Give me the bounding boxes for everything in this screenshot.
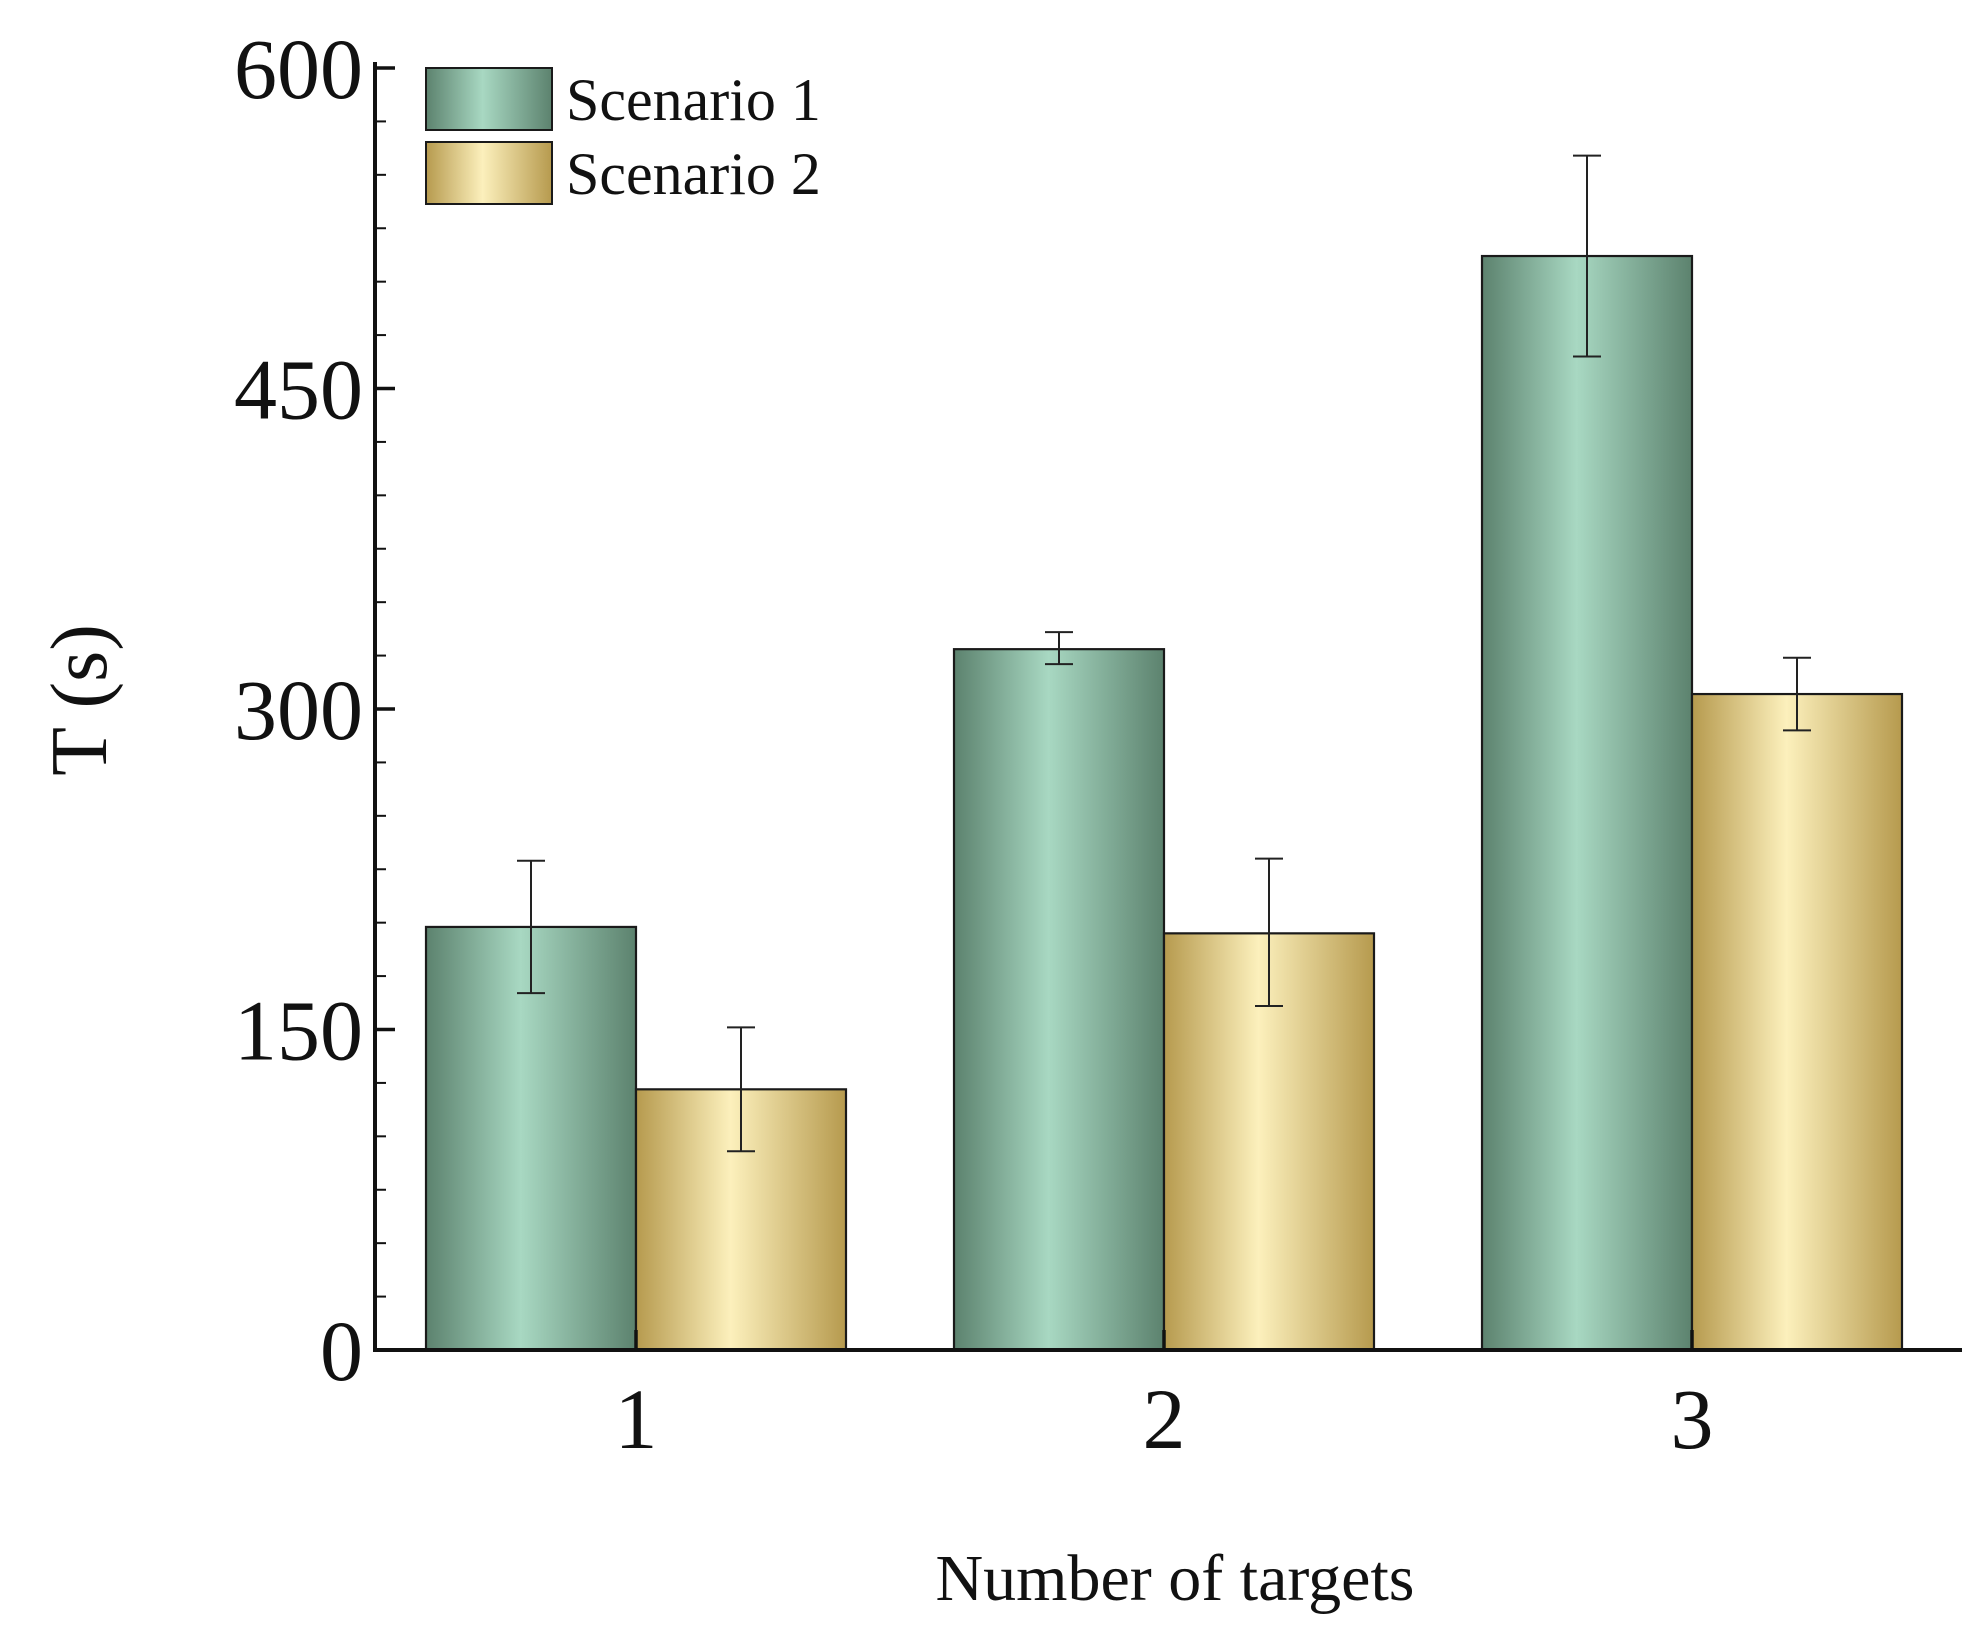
- error-bar-series2-cat1: [727, 1026, 755, 1153]
- error-bar-series1-cat2: [1045, 631, 1073, 666]
- y-tick-labels: 0 150 300 450 600: [234, 21, 363, 1399]
- axes: [373, 62, 1962, 1352]
- legend-swatch: [425, 67, 553, 131]
- legend-label: Scenario 1: [566, 67, 821, 133]
- legend-swatch: [425, 141, 553, 205]
- x-axis-title: Number of targets: [936, 1542, 1415, 1615]
- bar-series1-cat2: [952, 648, 1166, 1352]
- bar-series2-cat3: [1690, 692, 1904, 1352]
- bar-series1-cat3: [1480, 254, 1694, 1352]
- y-tick-label: 300: [234, 662, 363, 758]
- error-bar-series2-cat2: [1255, 857, 1283, 1007]
- error-bars-layer: [517, 154, 1811, 1153]
- x-tick-label: 2: [1143, 1371, 1186, 1467]
- y-tick-label: 150: [234, 983, 363, 1079]
- error-bar-series2-cat3: [1783, 656, 1811, 732]
- x-tick-label: 1: [615, 1371, 658, 1467]
- bars-layer: [424, 254, 1904, 1352]
- y-tick-label: 0: [320, 1303, 363, 1399]
- y-axis-title: T (s): [36, 624, 124, 776]
- legend-item-series1: Scenario 1: [425, 67, 821, 133]
- error-bar-series1-cat1: [517, 859, 545, 995]
- legend-label: Scenario 2: [566, 141, 821, 207]
- legend: Scenario 1 Scenario 2: [425, 67, 821, 207]
- bar-series1-cat1: [424, 925, 638, 1352]
- y-tick-label: 600: [234, 21, 363, 117]
- y-tick-label: 450: [234, 342, 363, 438]
- error-bar-series1-cat3: [1573, 154, 1601, 358]
- x-tick-label: 3: [1671, 1371, 1714, 1467]
- x-tick-labels: 1 2 3: [615, 1371, 1714, 1467]
- legend-item-series2: Scenario 2: [425, 141, 821, 207]
